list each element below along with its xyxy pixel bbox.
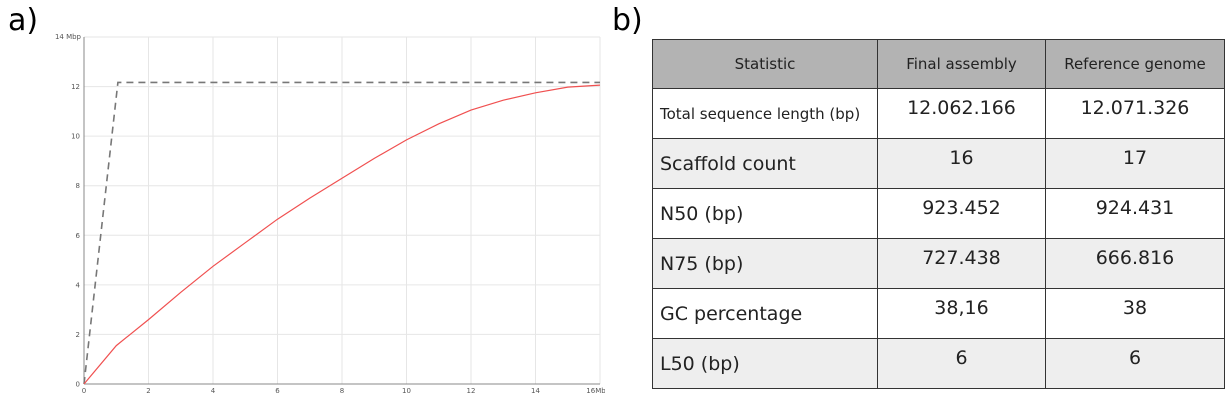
chart-tick-labels: 0 2 4 6 8 10 12 14 16Mb 0 2 4 6 8 10 12 14 Mbp bbox=[55, 33, 605, 395]
panel-label-a: a) bbox=[8, 3, 39, 38]
y-tick-label: 0 bbox=[76, 381, 80, 389]
table-row: L50 (bp) 6 6 bbox=[652, 338, 1225, 389]
reference-genome-cell: 38 bbox=[1045, 288, 1225, 339]
x-unit-label: 16Mb bbox=[586, 387, 605, 395]
reference-genome-cell: 17 bbox=[1045, 138, 1225, 189]
reference-genome-cell: 12.071.326 bbox=[1045, 88, 1225, 139]
statistic-cell: N75 (bp) bbox=[652, 238, 878, 289]
x-tick-label: 8 bbox=[340, 387, 344, 395]
panel-label-b: b) bbox=[612, 3, 643, 38]
final-assembly-cell: 6 bbox=[877, 338, 1046, 389]
x-tick-label: 0 bbox=[82, 387, 86, 395]
table-row: GC percentage 38,16 38 bbox=[652, 288, 1225, 339]
y-tick-label: 6 bbox=[76, 232, 81, 240]
x-tick-label: 4 bbox=[211, 387, 216, 395]
statistic-cell: Total sequence length (bp) bbox=[652, 88, 878, 139]
y-tick-label: 10 bbox=[71, 133, 80, 141]
reference-genome-cell: 6 bbox=[1045, 338, 1225, 389]
table-row: N50 (bp) 923.452 924.431 bbox=[652, 188, 1225, 239]
x-tick-label: 14 bbox=[531, 387, 540, 395]
y-tick-label: 2 bbox=[76, 331, 80, 339]
chart-axes bbox=[83, 37, 600, 385]
statistic-cell: N50 (bp) bbox=[652, 188, 878, 239]
table-row: Scaffold count 16 17 bbox=[652, 138, 1225, 189]
statistic-cell: Scaffold count bbox=[652, 138, 878, 189]
table-header-row: Statistic Final assembly Reference genom… bbox=[652, 39, 1225, 89]
y-unit-label: 14 Mbp bbox=[55, 33, 82, 41]
reference-genome-cell: 924.431 bbox=[1045, 188, 1225, 239]
y-tick-label: 4 bbox=[76, 281, 81, 289]
final-assembly-cell: 923.452 bbox=[877, 188, 1046, 239]
table-row: Total sequence length (bp) 12.062.166 12… bbox=[652, 88, 1225, 139]
y-tick-label: 12 bbox=[71, 83, 80, 91]
final-assembly-cell: 12.062.166 bbox=[877, 88, 1046, 139]
statistic-cell: GC percentage bbox=[652, 288, 878, 339]
x-tick-label: 10 bbox=[402, 387, 411, 395]
final-assembly-line bbox=[83, 84, 601, 385]
header-reference-genome: Reference genome bbox=[1045, 39, 1225, 89]
assembly-statistics-table: Statistic Final assembly Reference genom… bbox=[652, 39, 1225, 389]
table-row: N75 (bp) 727.438 666.816 bbox=[652, 238, 1225, 289]
cumulative-length-chart: 0 2 4 6 8 10 12 14 16Mb 0 2 4 6 8 10 12 14 Mbp bbox=[55, 33, 605, 395]
final-assembly-cell: 38,16 bbox=[877, 288, 1046, 339]
final-assembly-cell: 727.438 bbox=[877, 238, 1046, 289]
x-tick-label: 2 bbox=[146, 387, 150, 395]
x-tick-label: 6 bbox=[275, 387, 280, 395]
chart-series bbox=[83, 81, 601, 385]
chart-grid bbox=[83, 36, 601, 385]
reference-genome-line bbox=[83, 81, 600, 385]
final-assembly-cell: 16 bbox=[877, 138, 1046, 189]
header-statistic: Statistic bbox=[652, 39, 878, 89]
header-final-assembly: Final assembly bbox=[877, 39, 1046, 89]
x-tick-label: 12 bbox=[467, 387, 476, 395]
y-tick-label: 8 bbox=[76, 182, 80, 190]
statistic-cell: L50 (bp) bbox=[652, 338, 878, 389]
reference-genome-cell: 666.816 bbox=[1045, 238, 1225, 289]
